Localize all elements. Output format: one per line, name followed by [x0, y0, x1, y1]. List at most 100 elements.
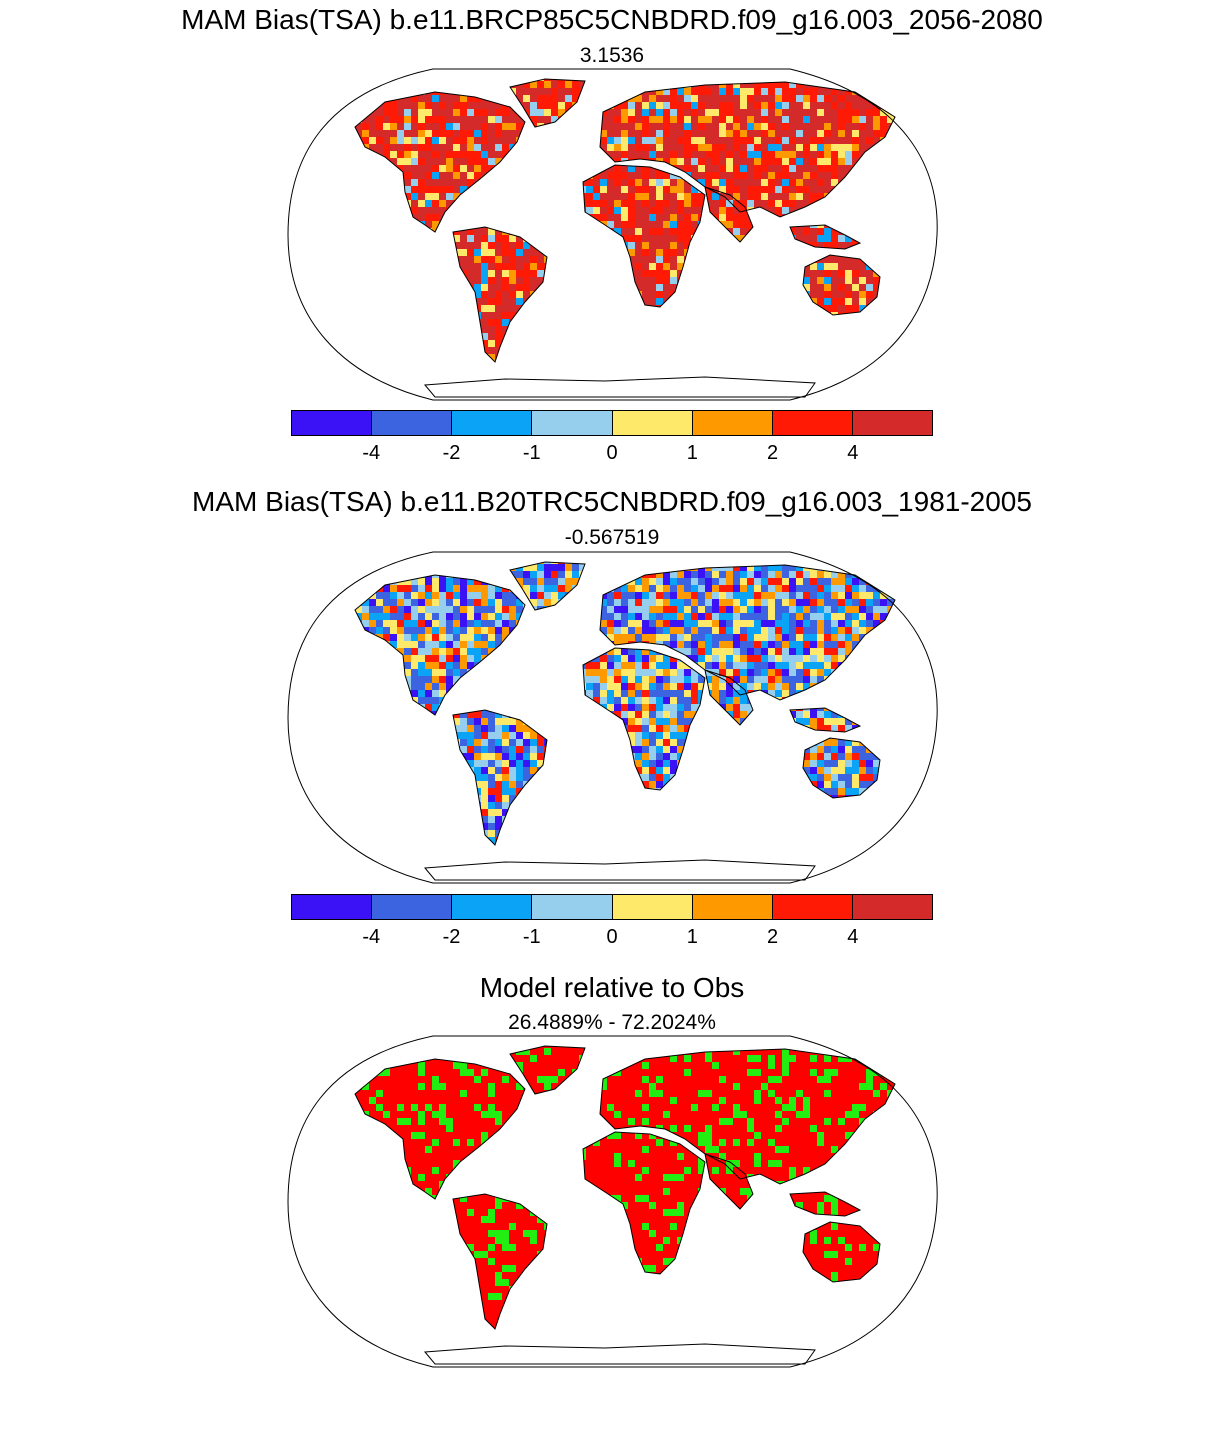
- grid-cell: [334, 319, 341, 326]
- grid-cell: [432, 172, 439, 179]
- grid-cell: [418, 235, 425, 242]
- grid-cell: [852, 207, 859, 214]
- grid-cell: [803, 116, 810, 123]
- grid-cell: [306, 186, 313, 193]
- grid-cell: [600, 382, 607, 389]
- grid-cell: [544, 550, 551, 557]
- grid-cell: [719, 326, 726, 333]
- grid-cell: [663, 221, 670, 228]
- grid-cell: [600, 550, 607, 557]
- grid-cell: [425, 270, 432, 277]
- grid-cell: [712, 382, 719, 389]
- grid-cell: [313, 151, 320, 158]
- grid-cell: [761, 578, 768, 585]
- grid-cell: [691, 368, 698, 375]
- grid-cell: [285, 116, 292, 123]
- grid-cell: [698, 368, 705, 375]
- grid-cell: [600, 564, 607, 571]
- grid-cell: [502, 95, 509, 102]
- grid-cell: [901, 116, 908, 123]
- grid-cell: [698, 193, 705, 200]
- grid-cell: [936, 256, 940, 263]
- grid-cell: [663, 326, 670, 333]
- grid-cell: [649, 578, 656, 585]
- grid-cell: [880, 79, 887, 81]
- grid-cell: [502, 571, 509, 578]
- grid-cell: [831, 270, 838, 277]
- grid-cell: [439, 361, 446, 362]
- grid-cell: [404, 186, 411, 193]
- grid-cell: [411, 235, 418, 242]
- grid-cell: [530, 368, 537, 375]
- grid-cell: [439, 333, 446, 340]
- grid-cell: [621, 151, 628, 158]
- grid-cell: [817, 186, 824, 193]
- grid-cell: [285, 270, 292, 277]
- grid-cell: [740, 256, 747, 263]
- grid-cell: [691, 326, 698, 333]
- grid-cell: [586, 67, 593, 74]
- grid-cell: [327, 172, 334, 179]
- grid-cell: [516, 333, 523, 340]
- grid-cell: [628, 298, 635, 305]
- grid-cell: [432, 368, 439, 375]
- grid-cell: [607, 144, 614, 151]
- grid-cell: [439, 172, 446, 179]
- grid-cell: [915, 144, 922, 151]
- grid-cell: [719, 214, 726, 221]
- grid-cell: [292, 123, 299, 130]
- grid-cell: [810, 158, 817, 165]
- grid-cell: [327, 165, 334, 172]
- grid-cell: [341, 305, 348, 312]
- grid-cell: [656, 137, 663, 144]
- grid-cell: [635, 151, 642, 158]
- grid-cell: [523, 562, 530, 564]
- grid-cell: [873, 137, 880, 144]
- grid-cell: [936, 396, 940, 402]
- grid-cell: [642, 221, 649, 228]
- grid-cell: [810, 81, 817, 88]
- grid-cell: [593, 137, 600, 144]
- grid-cell: [544, 186, 551, 193]
- grid-cell: [369, 284, 376, 291]
- grid-cell: [915, 130, 922, 137]
- grid-cell: [474, 158, 481, 165]
- grid-cell: [495, 550, 502, 557]
- grid-cell: [705, 172, 712, 179]
- grid-cell: [453, 284, 460, 291]
- grid-cell: [502, 151, 509, 158]
- grid-cell: [460, 186, 467, 193]
- grid-cell: [698, 242, 705, 249]
- grid-cell: [446, 79, 453, 81]
- grid-cell: [572, 571, 579, 578]
- grid-cell: [509, 200, 516, 207]
- grid-cell: [642, 242, 649, 249]
- grid-cell: [915, 207, 922, 214]
- grid-cell: [670, 109, 677, 116]
- grid-cell: [558, 263, 565, 270]
- grid-cell: [348, 270, 355, 277]
- grid-cell: [488, 158, 495, 165]
- grid-cell: [901, 368, 908, 375]
- grid-cell: [880, 88, 887, 95]
- grid-cell: [453, 389, 460, 396]
- grid-cell: [691, 158, 698, 165]
- grid-cell: [439, 200, 446, 207]
- grid-cell: [600, 571, 607, 578]
- grid-cell: [761, 214, 768, 221]
- grid-cell: [831, 396, 838, 402]
- grid-cell: [362, 186, 369, 193]
- grid-cell: [740, 172, 747, 179]
- grid-cell: [544, 207, 551, 214]
- grid-cell: [796, 151, 803, 158]
- grid-cell: [873, 81, 880, 88]
- grid-cell: [789, 382, 796, 389]
- grid-cell: [551, 158, 558, 165]
- grid-cell: [768, 368, 775, 375]
- grid-cell: [299, 186, 306, 193]
- grid-cell: [880, 333, 887, 340]
- grid-cell: [397, 550, 404, 557]
- grid-cell: [649, 550, 656, 557]
- grid-cell: [481, 207, 488, 214]
- grid-cell: [418, 382, 425, 389]
